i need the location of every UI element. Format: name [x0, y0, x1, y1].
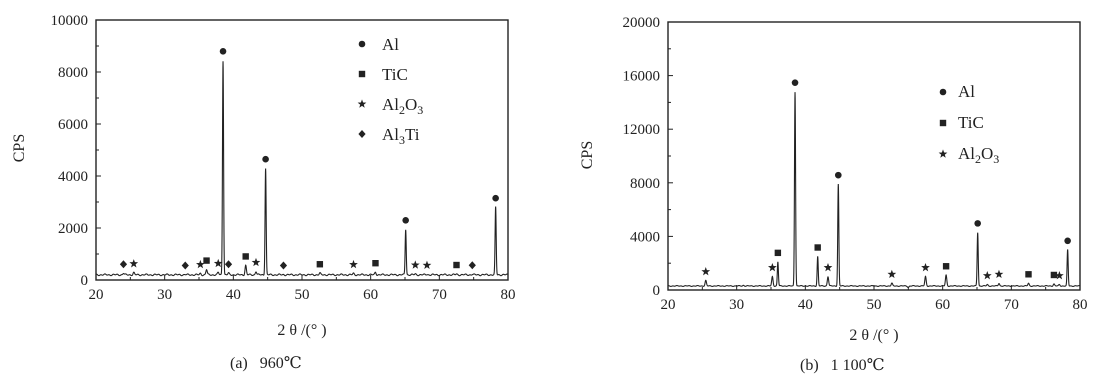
- peak-marker-star: [410, 260, 420, 269]
- peak-marker-square: [242, 253, 249, 260]
- legend-b-marker-circle: [939, 88, 947, 96]
- x-tick-label: 70: [1004, 297, 1019, 313]
- peak-marker-star: [213, 258, 223, 268]
- x-tick-label: 20: [89, 287, 104, 303]
- peak-marker-circle: [492, 194, 499, 202]
- peak-marker-circle: [1064, 237, 1071, 245]
- legend-b-al: Al: [958, 82, 975, 101]
- peak-marker-diamond: [279, 261, 288, 270]
- peak-marker-diamond: [119, 260, 128, 269]
- peak-marker-circle: [219, 48, 227, 55]
- peak-marker-square: [203, 257, 210, 264]
- legend-a-al3ti: Al3Ti: [382, 125, 420, 147]
- legend-a-marker-square: [358, 70, 366, 78]
- legend-a-tic: TiC: [382, 65, 408, 84]
- x-tick-label: 80: [501, 287, 516, 303]
- panel-b-caption: (b) 1 100℃: [800, 357, 885, 374]
- peak-marker-star: [921, 263, 930, 272]
- panel-a-legend: Al TiC Al2O3 Al3Ti: [382, 35, 423, 147]
- panel-b-legend: Al TiC Al2O3: [958, 82, 999, 166]
- x-tick-label: 60: [935, 297, 950, 313]
- peak-marker-star: [196, 259, 205, 269]
- peak-marker-circle: [974, 220, 981, 227]
- peak-marker-diamond: [181, 261, 189, 270]
- y-tick-label: 8000: [630, 176, 660, 192]
- peak-marker-star: [994, 269, 1004, 279]
- xrd-trace: [95, 61, 509, 277]
- legend-a-marker-star: [357, 99, 367, 108]
- peak-marker-star: [1055, 271, 1064, 280]
- plot-frame: [95, 19, 509, 281]
- y-tick-label: 2000: [58, 221, 88, 237]
- peak-marker-star: [823, 263, 833, 272]
- panel-a-xlabel: 2 θ /(° ): [277, 322, 326, 339]
- x-tick-label: 20: [661, 297, 676, 313]
- peak-marker-diamond: [468, 261, 476, 270]
- panel-a-chart: 20 30 40 50 60 70 80 0 2000 4000 6000 8000 10000 2 θ…: [11, 13, 516, 372]
- peak-marker-square: [814, 244, 821, 251]
- peak-marker-star: [982, 271, 992, 280]
- x-tick-label: 80: [1073, 297, 1088, 313]
- peak-marker-square: [774, 249, 782, 257]
- peak-marker-star: [887, 269, 897, 279]
- legend-b-tic: TiC: [958, 113, 984, 132]
- legend-b-al2o3: Al2O3: [958, 144, 999, 166]
- x-tick-label: 40: [798, 297, 813, 313]
- peak-marker-star: [349, 259, 358, 269]
- legend-b-marker-square: [939, 119, 947, 127]
- legend-b-marker-star: [938, 149, 948, 158]
- panel-a-ylabel: CPS: [11, 134, 28, 162]
- peak-marker-square: [372, 260, 379, 267]
- y-tick-label: 0: [653, 283, 661, 299]
- peak-marker-star: [701, 267, 711, 276]
- x-tick-label: 50: [867, 297, 882, 313]
- legend-a-al: Al: [382, 35, 399, 54]
- peak-marker-square: [1050, 271, 1058, 279]
- x-tick-label: 50: [295, 287, 310, 303]
- panel-a-caption: (a) 960℃: [230, 355, 302, 372]
- panel-b-ylabel: CPS: [579, 141, 596, 169]
- panel-b-plot: 20 30 40 50 60 70 80 0 4000 8000 12000 16000 20000: [623, 15, 1088, 313]
- y-tick-label: 4000: [58, 169, 88, 185]
- peak-marker-square: [316, 261, 324, 268]
- y-tick-label: 12000: [623, 122, 661, 138]
- peak-marker-circle: [402, 217, 409, 224]
- peak-marker-square: [1025, 271, 1032, 278]
- xrd-trace: [667, 92, 1081, 289]
- panel-b-chart: 20 30 40 50 60 70 80 0 4000 8000 12000 16000 20000 2…: [579, 15, 1088, 374]
- peak-marker-circle: [262, 155, 269, 163]
- peak-marker-square: [453, 261, 460, 269]
- panel-b-xlabel: 2 θ /(° ): [849, 327, 898, 344]
- plot-frame: [667, 21, 1081, 291]
- x-tick-label: 70: [432, 287, 447, 303]
- peak-marker-star: [422, 260, 432, 269]
- y-tick-label: 16000: [623, 69, 661, 85]
- peak-marker-star: [768, 263, 777, 272]
- peak-marker-diamond: [224, 260, 233, 269]
- legend-a-marker-diamond: [358, 130, 366, 138]
- legend-a-al2o3: Al2O3: [382, 95, 423, 117]
- panel-a-plot: 20 30 40 50 60 70 80 0 2000 4000 6000 8000 10000: [51, 13, 516, 303]
- y-tick-label: 10000: [51, 13, 89, 29]
- x-tick-label: 30: [729, 297, 744, 313]
- peak-marker-square: [942, 263, 950, 270]
- y-tick-label: 6000: [58, 117, 88, 133]
- x-tick-label: 60: [363, 287, 378, 303]
- x-tick-label: 30: [157, 287, 172, 303]
- y-tick-label: 8000: [58, 65, 88, 81]
- peak-marker-star: [129, 259, 139, 268]
- y-tick-label: 20000: [623, 15, 661, 31]
- peak-marker-circle: [791, 79, 799, 86]
- peak-marker-star: [251, 257, 261, 267]
- x-tick-label: 40: [226, 287, 241, 303]
- y-tick-label: 4000: [630, 229, 660, 245]
- y-tick-label: 0: [81, 273, 89, 289]
- peak-marker-circle: [834, 171, 842, 179]
- legend-a-marker-circle: [358, 40, 366, 48]
